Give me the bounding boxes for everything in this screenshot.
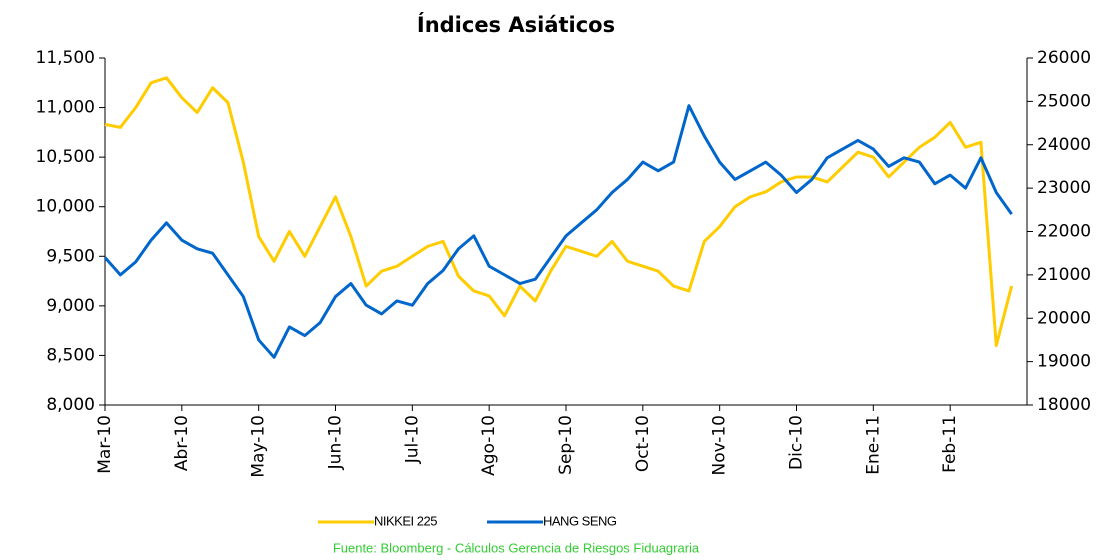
x-tick-label: Abr-10 — [172, 415, 192, 471]
source-note: Fuente: Bloomberg - Cálculos Gerencia de… — [333, 540, 700, 555]
y2-tick-label: 21000 — [1037, 265, 1091, 285]
y-tick-label: 10,000 — [36, 197, 95, 217]
y-tick-label: 8,000 — [46, 395, 95, 415]
y2-tick-label: 26000 — [1037, 48, 1091, 68]
y-tick-label: 8,500 — [46, 345, 95, 365]
x-tick-label: Nov-10 — [710, 415, 730, 476]
y-tick-label: 9,500 — [46, 246, 95, 266]
x-tick-label: Ene-11 — [863, 415, 883, 475]
x-tick-label: Feb-11 — [940, 415, 960, 473]
x-tick-label: Dic-10 — [787, 415, 807, 470]
x-tick-label: May-10 — [249, 415, 269, 478]
legend-label: NIKKEI 225 — [374, 513, 437, 528]
y2-tick-label: 18000 — [1037, 395, 1091, 415]
y2-tick-label: 24000 — [1037, 135, 1091, 155]
y2-tick-label: 22000 — [1037, 222, 1091, 242]
y2-tick-label: 23000 — [1037, 178, 1091, 198]
series-line — [104, 76, 1014, 348]
series-line — [103, 104, 1013, 359]
legend-label: HANG SENG — [543, 513, 617, 528]
x-tick-label: Mar-10 — [95, 415, 115, 474]
x-tick-label: Oct-10 — [633, 415, 653, 472]
y2-tick-label: 25000 — [1037, 91, 1091, 111]
x-tick-label: Sep-10 — [556, 415, 576, 475]
y2-tick-label: 19000 — [1037, 352, 1091, 372]
y-tick-label: 9,000 — [46, 296, 95, 316]
x-tick-label: Jun-10 — [326, 415, 346, 470]
y-tick-label: 11,000 — [36, 98, 95, 118]
y2-tick-label: 20000 — [1037, 308, 1091, 328]
y-tick-label: 10,500 — [36, 147, 95, 167]
x-tick-label: Ago-10 — [479, 415, 499, 476]
x-tick-label: Jul-10 — [402, 415, 422, 464]
y-tick-label: 11,500 — [36, 48, 95, 68]
chart-title: Índices Asiáticos — [417, 12, 615, 37]
